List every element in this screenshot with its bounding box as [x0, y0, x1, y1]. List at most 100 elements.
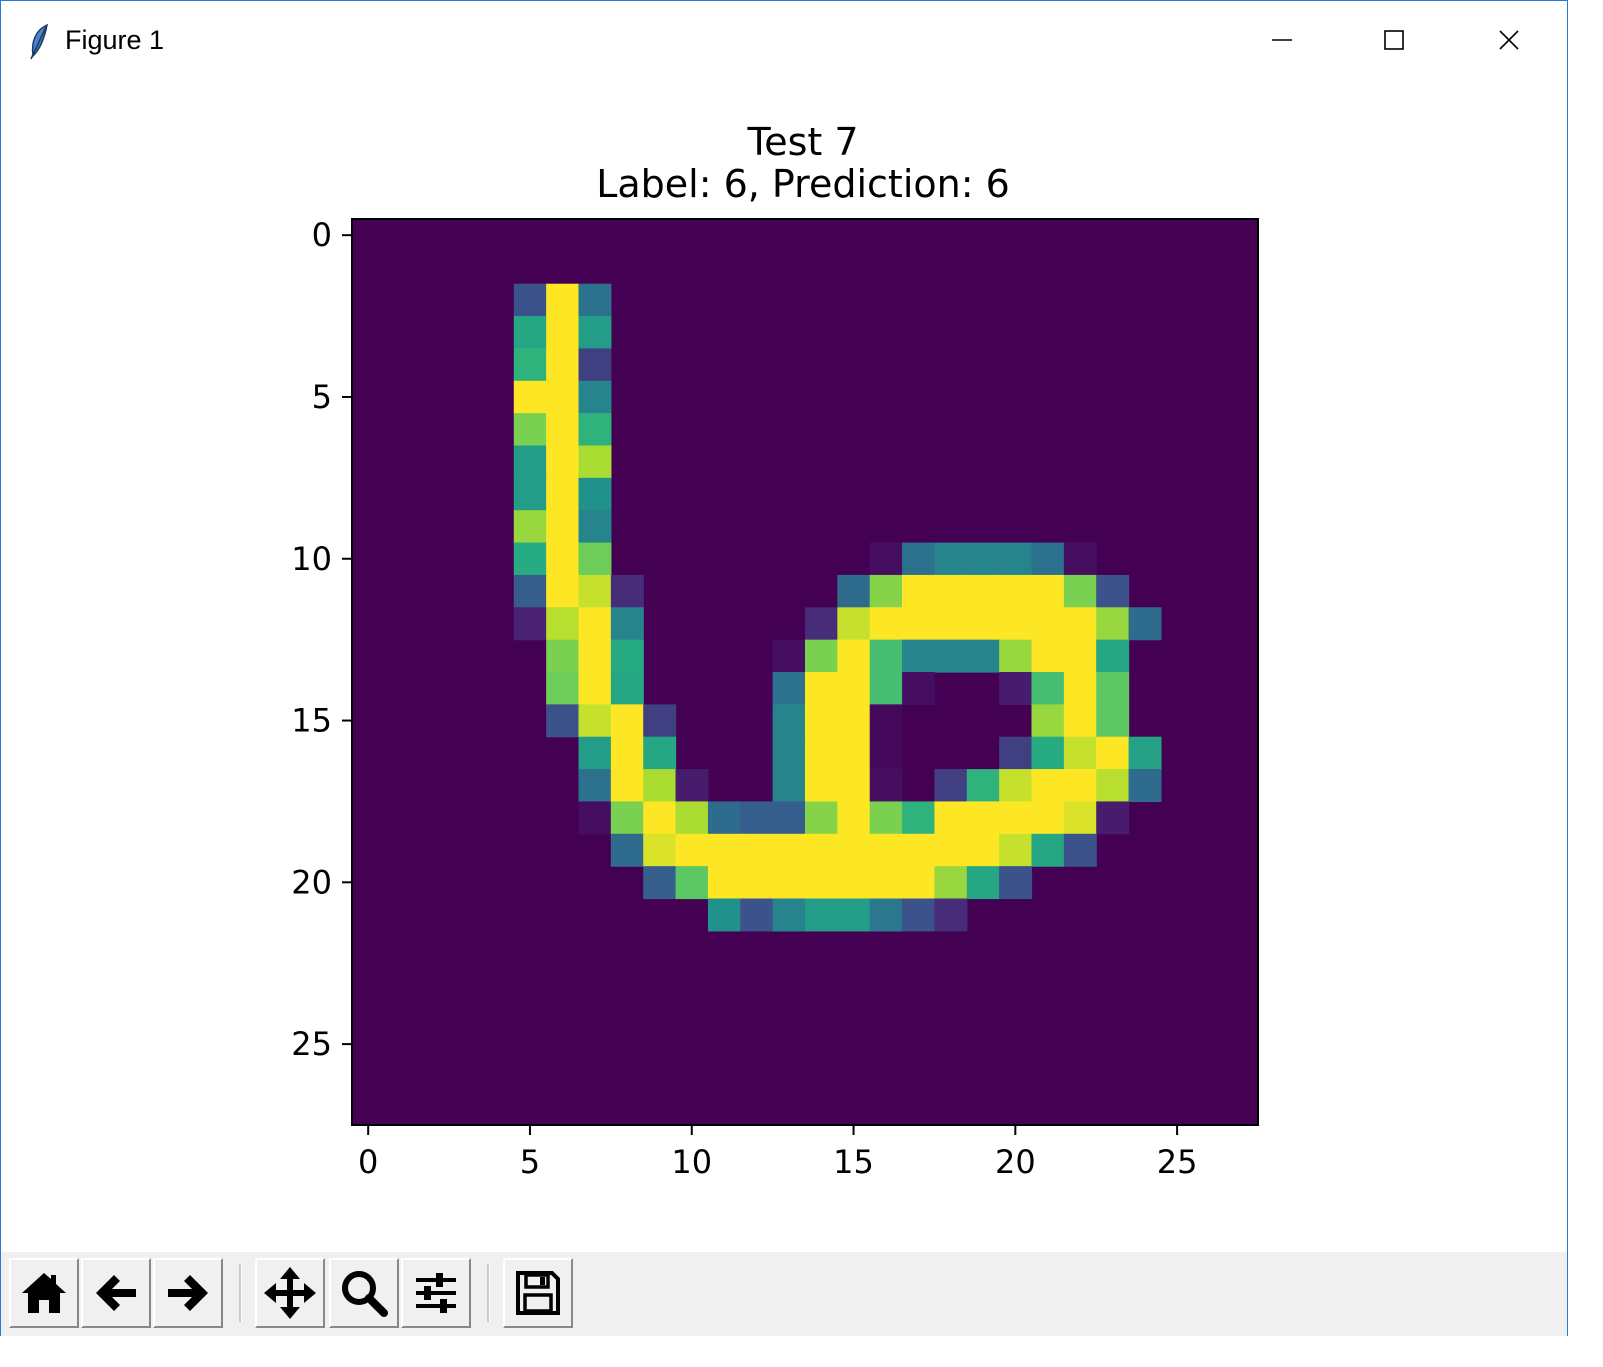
heatmap-cell — [999, 833, 1033, 867]
heatmap-cell — [837, 607, 871, 641]
heatmap-cell — [902, 607, 936, 641]
heatmap-cell — [546, 413, 580, 447]
heatmap-cell — [578, 639, 612, 673]
minimize-icon — [1272, 39, 1292, 41]
heatmap-cell — [902, 801, 936, 835]
close-button[interactable] — [1482, 13, 1536, 67]
minimize-button[interactable] — [1255, 13, 1309, 67]
heatmap-cell — [1128, 736, 1162, 770]
heatmap-cell — [1063, 672, 1097, 705]
home-button[interactable] — [9, 1258, 79, 1328]
heatmap-cell — [546, 542, 580, 576]
heatmap-cell — [869, 769, 903, 803]
heatmap-cell — [546, 477, 580, 511]
heatmap-cell — [805, 833, 838, 867]
forward-button[interactable] — [153, 1258, 223, 1328]
heatmap-cell — [546, 672, 580, 705]
heatmap-cell — [578, 445, 612, 479]
y-tick-label: 10 — [291, 540, 332, 578]
heatmap-cell — [805, 898, 838, 932]
heatmap-cell — [966, 801, 1000, 835]
toolbar-separator — [487, 1264, 490, 1322]
move-icon — [264, 1267, 316, 1319]
heatmap-cell — [966, 833, 1000, 867]
heatmap-cell — [934, 898, 968, 932]
heatmap-cell — [837, 672, 871, 705]
heatmap-cell — [643, 866, 677, 900]
heatmap-cell — [707, 866, 741, 900]
heatmap-cell — [578, 736, 612, 770]
heatmap-cell — [805, 801, 838, 835]
heatmap-cell — [805, 704, 838, 738]
heatmap-plot: Test 7 Label: 6, Prediction: 6 0 5 10 15 20 2… — [291, 120, 1259, 1181]
heatmap-cell — [772, 704, 806, 738]
heatmap-cell — [610, 574, 644, 608]
heatmap-cell — [999, 607, 1033, 641]
title-bar[interactable]: Figure 1 — [1, 1, 1567, 81]
heatmap-cell — [934, 574, 968, 608]
heatmap-cell — [675, 769, 709, 803]
heatmap-cell — [740, 866, 774, 900]
heatmap-cell — [1031, 542, 1065, 576]
heatmap-cell — [869, 704, 903, 738]
heatmap-cell — [902, 574, 936, 608]
heatmap-cell — [513, 477, 547, 511]
arrow-right-icon — [168, 1275, 208, 1311]
heatmap-cell — [610, 769, 644, 803]
y-tick-label: 25 — [291, 1025, 332, 1063]
y-tick-label: 5 — [312, 378, 332, 416]
heatmap-cell — [643, 704, 677, 738]
heatmap-cell — [902, 542, 936, 576]
heatmap-cell — [772, 833, 806, 867]
heatmap-cell — [1096, 639, 1130, 673]
heatmap-cell — [546, 639, 580, 673]
x-tick-label: 25 — [1157, 1143, 1198, 1181]
heatmap-cell — [1031, 769, 1065, 803]
heatmap-cell — [707, 898, 741, 932]
heatmap-cell — [578, 477, 612, 511]
back-button[interactable] — [81, 1258, 151, 1328]
heatmap-cell — [578, 769, 612, 803]
heatmap-cell — [902, 639, 936, 673]
heatmap-cell — [643, 769, 677, 803]
heatmap-cell — [999, 542, 1033, 576]
heatmap-cell — [546, 607, 580, 641]
heatmap-cell — [1063, 607, 1097, 641]
chart-title: Test 7 — [746, 120, 858, 164]
heatmap-cell — [837, 574, 871, 608]
heatmap-cell — [1063, 574, 1097, 608]
heatmap-cell — [902, 898, 936, 932]
heatmap-cell — [999, 866, 1033, 900]
heatmap-cell — [707, 801, 741, 835]
heatmap-cell — [1063, 769, 1097, 803]
heatmap-cell — [1063, 704, 1097, 738]
configure-subplots-button[interactable] — [401, 1258, 471, 1328]
heatmap-cell — [513, 316, 547, 350]
heatmap-cell — [869, 639, 903, 673]
heatmap-cell — [513, 380, 547, 414]
heatmap-cell — [643, 736, 677, 770]
heatmap-cell — [578, 574, 612, 608]
heatmap-cell — [578, 413, 612, 447]
heatmap-cell — [546, 380, 580, 414]
heatmap-cell — [578, 283, 612, 317]
heatmap-cell — [869, 898, 903, 932]
heatmap-cell — [578, 380, 612, 414]
heatmap-cell — [546, 445, 580, 479]
heatmap-cell — [1128, 607, 1162, 641]
arrow-left-icon — [96, 1275, 136, 1311]
heatmap-cell — [1096, 574, 1130, 608]
heatmap-cell — [578, 672, 612, 705]
heatmap-cell — [1063, 833, 1097, 867]
heatmap-cell — [578, 542, 612, 576]
maximize-button[interactable] — [1367, 13, 1421, 67]
heatmap-cell — [610, 736, 644, 770]
heatmap-cell — [1096, 607, 1130, 641]
pan-button[interactable] — [255, 1258, 325, 1328]
save-button[interactable] — [503, 1258, 573, 1328]
heatmap-cell — [578, 510, 612, 544]
heatmap-cell — [772, 639, 806, 673]
figure-canvas[interactable]: Test 7 Label: 6, Prediction: 6 0 5 10 15 20 2… — [1, 81, 1567, 1251]
heatmap-cell — [805, 736, 838, 770]
zoom-button[interactable] — [329, 1258, 399, 1328]
